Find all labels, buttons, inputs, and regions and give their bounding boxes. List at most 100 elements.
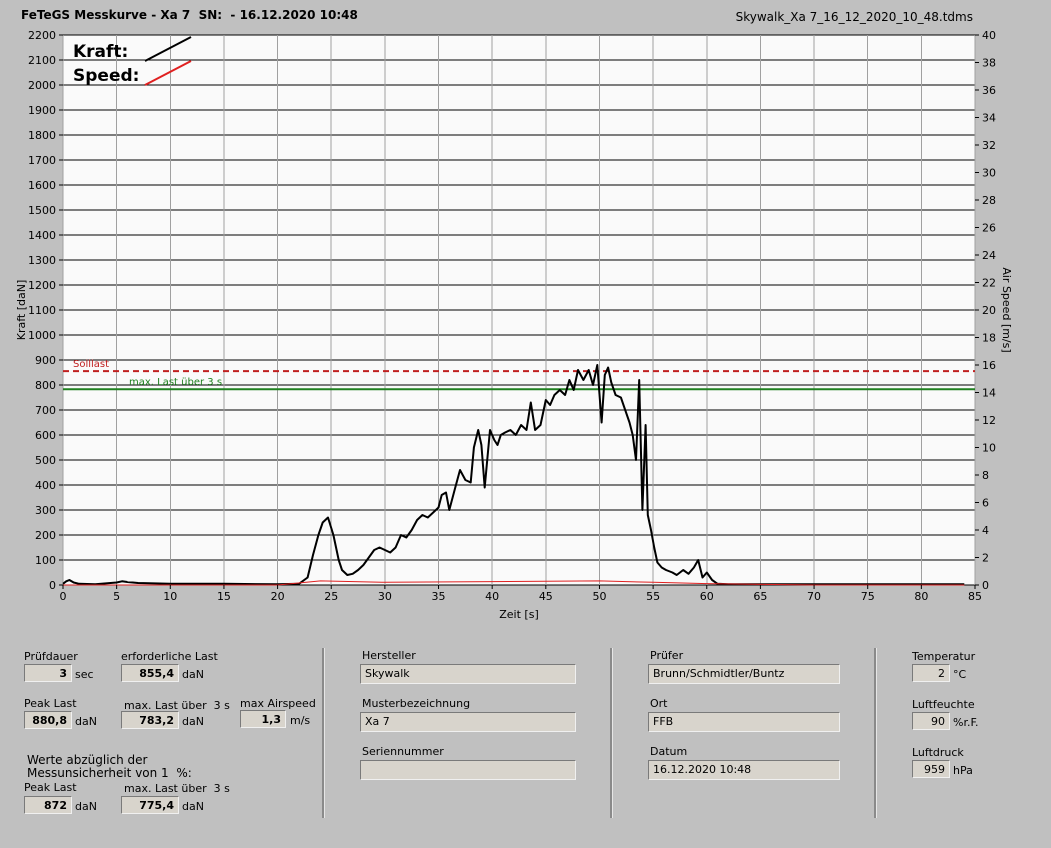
uncertainty-note: Werte abzüglich der Messunsicherheit von…: [27, 753, 192, 780]
y2-tick-label: 28: [982, 194, 996, 207]
y2-axis-label: Air Speed [m/s]: [1000, 267, 1013, 352]
y-axis-label: Kraft [daN]: [15, 280, 28, 341]
x-axis-label: Zeit [s]: [499, 608, 538, 621]
x-tick-label: 65: [753, 590, 767, 603]
luftfeuchte-field: 90: [912, 712, 950, 730]
x-tick-label: 5: [113, 590, 120, 603]
reference-line-label: Solllast: [73, 359, 109, 370]
x-tick-label: 85: [968, 590, 982, 603]
panel-divider: [322, 648, 325, 818]
y2-tick-label: 38: [982, 57, 996, 70]
y2-tick-label: 6: [982, 497, 989, 510]
x-tick-label: 50: [592, 590, 606, 603]
panel-divider: [874, 648, 877, 818]
reference-line-label: max. Last über 3 s: [129, 377, 222, 388]
y-tick-label: 700: [35, 404, 56, 417]
y2-tick-label: 16: [982, 359, 996, 372]
peak-last-field: 880,8: [24, 711, 72, 729]
legend-label: Kraft:: [73, 42, 128, 62]
x-tick-label: 35: [432, 590, 446, 603]
legend-swatch: [144, 36, 192, 62]
y2-tick-label: 22: [982, 277, 996, 290]
y2-tick-label: 24: [982, 249, 996, 262]
y-tick-label: 2100: [28, 54, 56, 67]
grid-lines: [62, 34, 976, 586]
y-tick-label: 300: [35, 504, 56, 517]
pruefdauer-unit: sec: [75, 668, 94, 681]
y-tick-label: 1500: [28, 204, 56, 217]
y-tick-label: 1900: [28, 104, 56, 117]
legend-label: Speed:: [73, 66, 139, 86]
y-tick-label: 200: [35, 529, 56, 542]
seriennummer-field: [360, 760, 576, 780]
luftdruck-field: 959: [912, 760, 950, 778]
luftfeuchte-unit: %r.F.: [953, 716, 979, 729]
x-tick-label: 30: [378, 590, 392, 603]
pruefdauer-label: Prüfdauer: [24, 650, 78, 663]
y2-tick-label: 14: [982, 387, 996, 400]
kraft-line: [62, 364, 965, 586]
temperatur-field: 2: [912, 664, 950, 682]
peak-last-corr-unit: daN: [75, 800, 97, 813]
x-tick-label: 75: [861, 590, 875, 603]
peak-last-corr-field: 872: [24, 796, 72, 814]
peak-last-corr-label: Peak Last: [24, 781, 77, 794]
y2-tick-label: 32: [982, 139, 996, 152]
data-series: [62, 364, 965, 586]
y-tick-label: 1800: [28, 129, 56, 142]
x-tick-label: 60: [700, 590, 714, 603]
erforderliche-last-field: 855,4: [121, 664, 179, 682]
axes: 0100200300400500600700800900100011001200…: [15, 29, 1013, 621]
erforderliche-last-label: erforderliche Last: [121, 650, 218, 663]
datum-label: Datum: [650, 745, 688, 758]
y2-tick-label: 20: [982, 304, 996, 317]
luftfeuchte-label: Luftfeuchte: [912, 698, 975, 711]
y2-tick-label: 8: [982, 469, 989, 482]
y-tick-label: 1600: [28, 179, 56, 192]
y2-tick-label: 0: [982, 579, 989, 592]
max-airspeed-label: max Airspeed: [240, 697, 316, 710]
y-tick-label: 1400: [28, 229, 56, 242]
x-tick-label: 45: [539, 590, 553, 603]
max-last-corr-label: max. Last über 3 s: [124, 782, 230, 795]
file-name: Skywalk_Xa 7_16_12_2020_10_48.tdms: [735, 10, 973, 24]
x-tick-label: 40: [485, 590, 499, 603]
y-tick-label: 1000: [28, 329, 56, 342]
hersteller-label: Hersteller: [362, 649, 416, 662]
y2-tick-label: 18: [982, 332, 996, 345]
ort-label: Ort: [650, 697, 668, 710]
max-last-unit: daN: [182, 715, 204, 728]
legend: Kraft: Speed:: [73, 36, 192, 86]
y2-tick-label: 40: [982, 29, 996, 42]
y-tick-label: 800: [35, 379, 56, 392]
max-last-label: max. Last über 3 s: [124, 699, 230, 712]
pruefer-field: Brunn/Schmidtler/Buntz: [648, 664, 840, 684]
y-tick-label: 1100: [28, 304, 56, 317]
legend-swatch: [144, 60, 192, 86]
y-tick-label: 2200: [28, 29, 56, 42]
reference-lines: Solllast max. Last über 3 s: [63, 359, 975, 391]
y2-tick-label: 34: [982, 112, 996, 125]
max-last-field: 783,2: [121, 711, 179, 729]
x-tick-label: 15: [217, 590, 231, 603]
max-last-corr-field: 775,4: [121, 796, 179, 814]
y-tick-label: 600: [35, 429, 56, 442]
x-tick-label: 20: [271, 590, 285, 603]
panel-divider: [610, 648, 613, 818]
peak-last-unit: daN: [75, 715, 97, 728]
musterbezeichnung-label: Musterbezeichnung: [362, 697, 471, 710]
y-tick-label: 2000: [28, 79, 56, 92]
hersteller-field: Skywalk: [360, 664, 576, 684]
max-airspeed-unit: m/s: [290, 714, 311, 727]
y-tick-label: 900: [35, 354, 56, 367]
y-tick-label: 100: [35, 554, 56, 567]
y-tick-label: 1700: [28, 154, 56, 167]
y2-tick-label: 26: [982, 222, 996, 235]
musterbezeichnung-field: Xa 7: [360, 712, 576, 732]
window-title: FeTeGS Messkurve - Xa 7 SN: - 16.12.2020…: [21, 8, 358, 22]
y2-tick-label: 36: [982, 84, 996, 97]
max-airspeed-field: 1,3: [240, 710, 286, 728]
x-tick-label: 70: [807, 590, 821, 603]
speed-line: [63, 580, 965, 586]
y2-tick-label: 12: [982, 414, 996, 427]
